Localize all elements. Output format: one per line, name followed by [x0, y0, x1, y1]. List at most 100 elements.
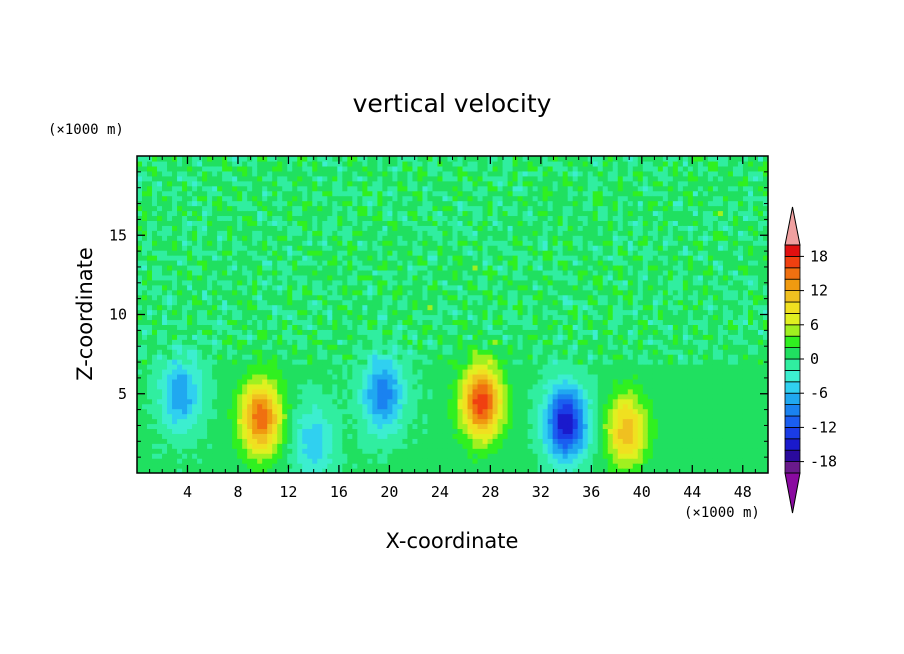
field-cell	[392, 195, 399, 202]
field-cell	[497, 393, 504, 400]
field-cell	[202, 230, 208, 236]
field-cell	[152, 458, 158, 464]
field-cell	[457, 319, 464, 325]
field-cell	[457, 279, 464, 286]
field-cell	[472, 309, 479, 316]
field-cell	[232, 324, 238, 330]
field-cell	[437, 354, 444, 360]
field-cell	[402, 156, 409, 162]
field-cell	[317, 279, 323, 286]
field-cell	[322, 165, 328, 172]
field-cell	[367, 250, 373, 256]
field-cell	[277, 185, 283, 192]
field-cell	[317, 329, 323, 335]
field-cell	[187, 299, 193, 306]
field-cell	[352, 364, 358, 370]
field-cell	[157, 398, 163, 405]
field-cell	[217, 225, 223, 231]
field-cell	[412, 403, 419, 410]
field-cell	[207, 299, 213, 306]
field-cell	[507, 180, 514, 187]
field-cell	[372, 393, 378, 400]
field-cell	[382, 388, 388, 395]
field-cell	[302, 255, 308, 261]
field-cell	[157, 279, 163, 286]
field-cell	[272, 438, 278, 444]
field-cell	[242, 383, 248, 390]
field-cell	[192, 250, 198, 256]
field-cell	[467, 235, 474, 241]
field-cell	[307, 388, 313, 395]
field-cell	[227, 458, 233, 464]
field-cell	[402, 225, 409, 231]
field-cell	[157, 245, 163, 251]
field-cell	[352, 448, 358, 454]
field-cell	[437, 230, 444, 236]
field-cell	[342, 180, 348, 187]
field-cell	[327, 468, 333, 473]
field-cell	[522, 195, 529, 202]
field-cell	[277, 438, 283, 444]
field-cell	[432, 418, 439, 425]
field-cell	[312, 289, 318, 296]
field-cell	[427, 289, 434, 296]
field-cell	[382, 235, 388, 241]
field-cell	[337, 279, 343, 286]
field-cell	[162, 170, 168, 177]
field-cell	[237, 299, 243, 306]
field-cell	[522, 364, 529, 370]
field-cell	[457, 170, 464, 177]
field-cell	[417, 319, 424, 325]
field-cell	[292, 264, 298, 271]
field-cell	[297, 299, 303, 306]
field-cell	[247, 255, 253, 261]
field-cell	[497, 284, 504, 291]
field-cell	[397, 304, 404, 311]
field-cell	[412, 458, 419, 464]
field-cell	[337, 230, 343, 236]
field-cell	[182, 304, 188, 311]
field-cell	[297, 284, 303, 291]
field-cell	[347, 403, 353, 410]
field-cell	[457, 418, 464, 425]
field-cell	[307, 245, 313, 251]
field-cell	[197, 284, 203, 291]
field-cell	[217, 468, 223, 473]
field-cell	[412, 255, 419, 261]
field-cell	[322, 468, 328, 473]
field-cell	[357, 378, 363, 385]
field-cell	[212, 185, 218, 192]
field-cell	[182, 378, 188, 385]
field-cell	[357, 195, 363, 202]
field-cell	[522, 255, 529, 261]
field-cell	[262, 260, 268, 266]
field-cell	[382, 344, 388, 350]
field-cell	[177, 453, 183, 459]
field-cell	[267, 448, 273, 454]
field-cell	[517, 225, 524, 231]
field-cell	[407, 205, 414, 212]
field-cell	[137, 195, 143, 202]
field-cell	[182, 200, 188, 207]
field-cell	[212, 443, 218, 449]
field-cell	[212, 413, 218, 420]
field-cell	[437, 284, 444, 291]
field-cell	[427, 393, 434, 400]
field-cell	[197, 235, 203, 241]
field-cell	[397, 185, 404, 192]
field-cell	[192, 468, 198, 473]
field-cell	[252, 468, 258, 473]
field-cell	[177, 190, 183, 197]
field-cell	[137, 294, 143, 301]
field-cell	[517, 180, 524, 187]
field-cell	[487, 383, 494, 390]
field-cell	[517, 230, 524, 236]
field-cell	[512, 279, 519, 286]
field-cell	[152, 319, 158, 325]
field-cell	[372, 156, 378, 162]
field-cell	[152, 359, 158, 365]
field-cell	[282, 418, 288, 425]
field-cell	[507, 314, 514, 321]
field-cell	[272, 354, 278, 360]
field-cell	[167, 210, 173, 217]
